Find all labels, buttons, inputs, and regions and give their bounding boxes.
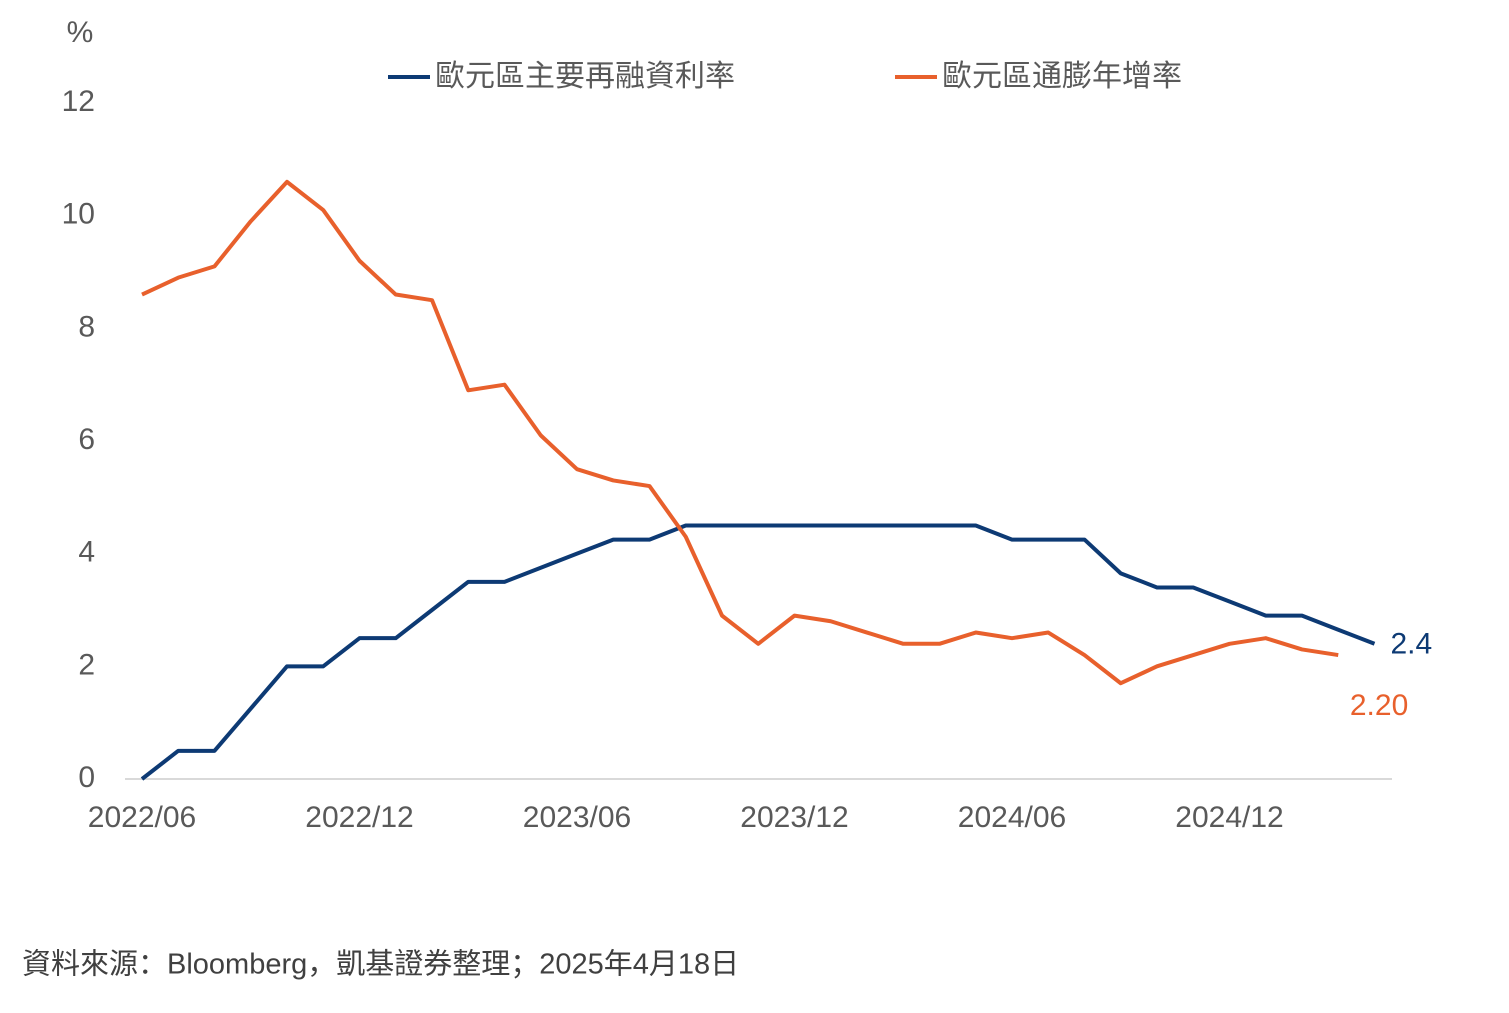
x-tick-label: 2022/12 [305, 801, 413, 834]
y-tick-label: 6 [78, 423, 95, 456]
value-label: 2.20 [1350, 689, 1408, 722]
legend-label: 歐元區主要再融資利率 [435, 60, 735, 93]
legend-label: 歐元區通膨年增率 [942, 60, 1182, 93]
line-series [141, 179, 1339, 686]
y-tick-label: 2 [78, 648, 95, 681]
y-tick-label: 0 [78, 761, 95, 794]
x-tick-label: 2024/06 [958, 801, 1066, 834]
y-tick-label: 4 [78, 536, 95, 569]
x-tick-label: 2023/12 [740, 801, 848, 834]
x-tick-label: 2024/12 [1175, 801, 1283, 834]
source-note: 資料來源：Bloomberg，凱基證券整理；2025年4月18日 [22, 948, 739, 981]
line-series [140, 523, 1376, 781]
y-tick-label: 8 [78, 310, 95, 343]
value-label: 2.4 [1391, 628, 1433, 661]
y-axis-label: % [67, 16, 94, 49]
y-tick-label: 10 [62, 198, 95, 231]
x-tick-label: 2023/06 [523, 801, 631, 834]
x-tick-label: 2022/06 [88, 801, 196, 834]
y-tick-label: 12 [62, 85, 95, 118]
